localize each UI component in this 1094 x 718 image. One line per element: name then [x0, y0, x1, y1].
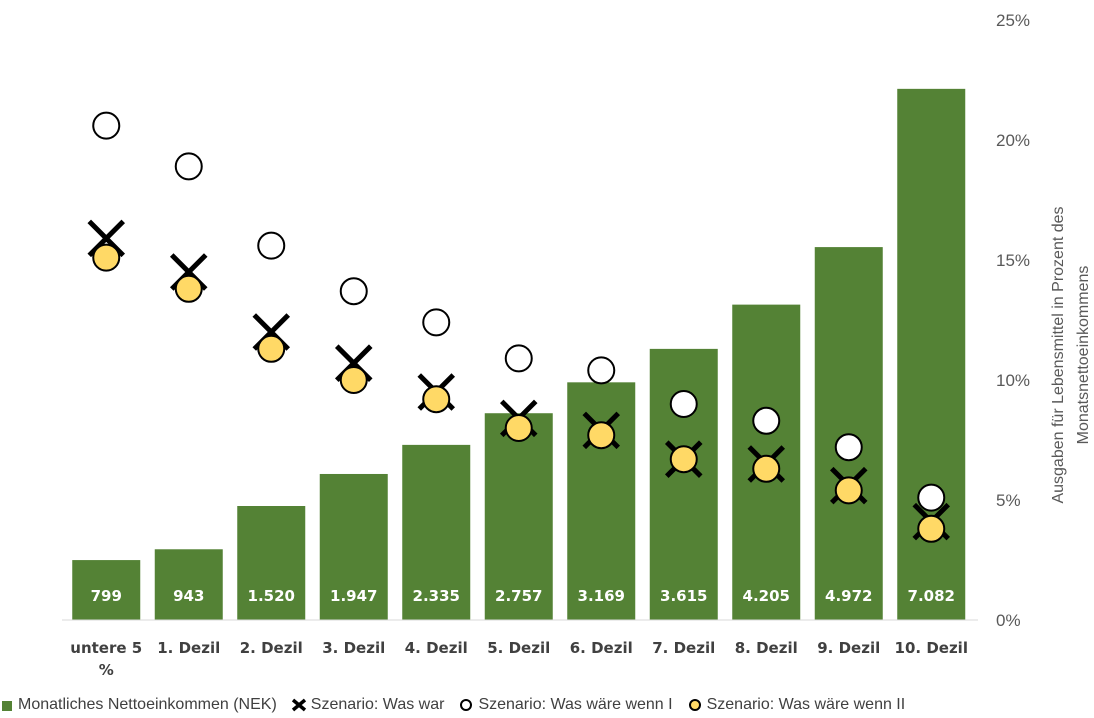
income-bar: [72, 560, 141, 620]
marker-was-waere-wenn-2: [92, 243, 121, 272]
legend-label-yellow: Szenario: Was wäre wenn II: [706, 696, 906, 713]
category-label: untere 5%: [70, 639, 142, 679]
marker-was-waere-wenn-1: [587, 356, 616, 385]
income-bar: [484, 413, 553, 620]
markers-group: [87, 111, 951, 543]
marker-was-waere-wenn-1: [422, 308, 451, 337]
bars-group: [72, 88, 966, 621]
bar-value-label: 1.520: [248, 587, 295, 605]
income-bar: [402, 444, 471, 620]
legend-label-x: Szenario: Was war: [310, 696, 445, 713]
income-bar: [154, 549, 223, 620]
category-label: 9. Dezil: [817, 639, 880, 657]
yellow-circle-icon: [688, 699, 701, 711]
marker-was-waere-wenn-2: [752, 454, 781, 483]
income-bar: [319, 473, 388, 620]
bar-value-label: 3.615: [660, 587, 707, 605]
marker-was-waere-wenn-2: [917, 514, 946, 543]
y-tick-label: 10%: [996, 371, 1030, 390]
category-label: 8. Dezil: [735, 639, 798, 657]
category-label: 5. Dezil: [487, 639, 550, 657]
income-bar: [567, 382, 636, 620]
marker-was-waere-wenn-1: [917, 483, 946, 512]
category-label: 6. Dezil: [570, 639, 633, 657]
legend-label-bar: Monatliches Nettoeinkommen (NEK): [18, 696, 277, 713]
bar-value-label: 1.947: [330, 587, 377, 605]
y-tick-label: 5%: [996, 491, 1021, 510]
bar-value-label: 799: [91, 587, 122, 605]
bar-value-label: 7.082: [908, 587, 955, 605]
bar-value-label: 943: [173, 587, 204, 605]
marker-was-waere-wenn-2: [422, 385, 451, 414]
bar-value-label: 2.757: [495, 587, 542, 605]
marker-was-waere-wenn-1: [92, 111, 121, 140]
y-tick-label: 20%: [996, 131, 1030, 150]
category-label: 10. Dezil: [895, 639, 968, 657]
legend-label-open: Szenario: Was wäre wenn I: [478, 696, 673, 713]
legend-item-open: Szenario: Was wäre wenn I: [458, 696, 673, 714]
y-axis-ticks-group: 0% 5% 10% 15% 20% 25%: [996, 11, 1030, 630]
marker-was-waere-wenn-2: [339, 366, 368, 394]
category-label: 2. Dezil: [240, 639, 303, 657]
y-tick-label: 25%: [996, 11, 1030, 30]
y-axis-title-line-2: Monatsnettoeinkommens: [1075, 266, 1092, 445]
green-square-icon: [2, 701, 12, 711]
marker-was-waere-wenn-1: [257, 231, 286, 260]
category-label: 1. Dezil: [157, 639, 220, 657]
bar-value-label: 3.169: [578, 587, 625, 605]
legend-item-x: Szenario: Was war: [291, 696, 445, 714]
income-bar: [237, 506, 306, 620]
y-axis-title-line-1: Ausgaben für Lebensmittel in Prozent des: [1050, 206, 1067, 503]
bar-value-label: 4.972: [825, 587, 872, 605]
legend-item-yellow: Szenario: Was wäre wenn II: [687, 696, 906, 714]
marker-was-waere-wenn-2: [174, 274, 203, 303]
marker-was-waere-wenn-1: [669, 390, 698, 418]
marker-was-waere-wenn-2: [669, 445, 698, 474]
income-bar: [649, 348, 718, 620]
y-tick-label: 0%: [996, 611, 1021, 630]
marker-was-waere-wenn-1: [752, 406, 781, 435]
x-marker-icon: [291, 698, 306, 712]
legend: Monatliches Nettoeinkommen (NEK) Szenari…: [0, 693, 1094, 717]
y-tick-label: 15%: [996, 251, 1030, 270]
marker-was-waere-wenn-2: [257, 334, 286, 363]
bar-labels-group: 799 943 1.520 1.947 2.335 2.757 3.169 3.615 4.20…: [91, 587, 955, 605]
category-labels-group: untere 5 % 1. Dezil 2. Dezil 3. Dezil 4. Dezi…: [70, 639, 968, 679]
marker-was-waere-wenn-2: [504, 414, 533, 442]
open-circle-icon: [460, 699, 473, 711]
category-label: 4. Dezil: [405, 639, 468, 657]
category-label: 3. Dezil: [322, 639, 385, 657]
marker-was-waere-wenn-2: [834, 476, 863, 505]
category-label: 7. Dezil: [652, 639, 715, 657]
bar-value-label: 2.335: [413, 587, 460, 605]
marker-was-waere-wenn-1: [834, 433, 863, 462]
marker-was-waere-wenn-1: [174, 152, 203, 181]
bar-value-label: 4.205: [743, 587, 790, 605]
legend-item-bar: Monatliches Nettoeinkommen (NEK): [0, 696, 277, 714]
marker-was-waere-wenn-1: [339, 277, 368, 306]
marker-was-waere-wenn-1: [504, 344, 533, 373]
marker-was-waere-wenn-2: [587, 421, 616, 450]
